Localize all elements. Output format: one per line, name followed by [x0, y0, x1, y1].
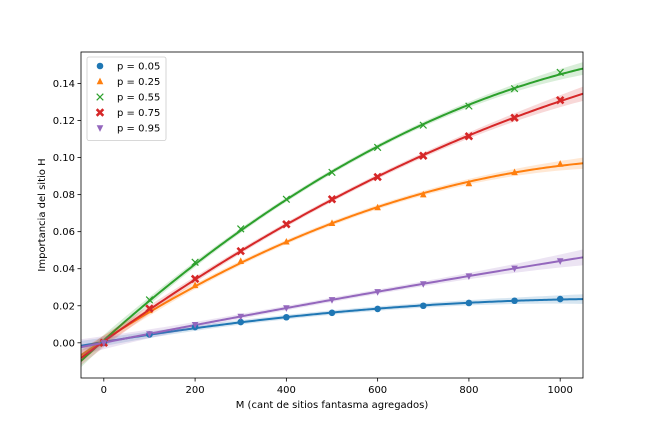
point-series-5 — [100, 340, 108, 347]
point-series-1 — [328, 309, 336, 317]
point-series-4 — [555, 95, 565, 105]
point-series-3 — [328, 168, 336, 177]
y-tick-label: 0.00 — [53, 338, 75, 349]
point-series-4 — [373, 172, 382, 182]
point-series-4 — [510, 113, 519, 122]
x-axis-label: M (cant de sitios fantasma agregados) — [236, 400, 429, 411]
legend: p = 0.05 p = 0.25 p = 0.55 p = 0.75 p = 0.95 — [86, 56, 167, 141]
legend-marker-1 — [96, 62, 104, 70]
legend-label-2: p = 0.25 — [117, 77, 160, 88]
point-series-4 — [419, 151, 428, 160]
point-series-4 — [327, 195, 337, 204]
point-series-2 — [283, 237, 290, 245]
point-series-5 — [237, 313, 245, 321]
x-tick-label: 0 — [101, 385, 107, 396]
point-series-4 — [282, 220, 291, 229]
y-tick-label: 0.08 — [53, 190, 75, 201]
y-tick-label: 0.04 — [53, 264, 75, 275]
x-axis-ticks: 0 200 400 600 800 1000 — [101, 378, 573, 396]
point-series-2 — [419, 190, 427, 198]
point-series-1 — [511, 297, 518, 305]
legend-label-3: p = 0.55 — [117, 93, 160, 104]
point-series-3 — [556, 68, 564, 77]
point-series-3 — [419, 121, 427, 129]
x-tick-label: 200 — [186, 385, 205, 396]
point-series-5 — [191, 321, 199, 329]
point-series-1 — [237, 318, 245, 326]
point-series-1 — [465, 299, 473, 307]
fit-line-2 — [81, 162, 583, 356]
point-series-2 — [556, 160, 564, 167]
point-series-2 — [465, 179, 473, 187]
y-tick-label: 0.06 — [53, 227, 75, 238]
point-series-5 — [328, 297, 336, 304]
point-series-2 — [328, 219, 336, 227]
y-axis-ticks: 0.00 0.02 0.04 0.06 0.08 0.10 0.12 0.14 — [53, 79, 81, 349]
point-series-5 — [556, 258, 564, 265]
plot-frame — [80, 51, 584, 379]
point-series-4 — [236, 246, 245, 256]
point-series-1 — [556, 295, 564, 303]
point-series-5 — [465, 273, 473, 281]
x-tick-label: 1000 — [547, 385, 572, 396]
point-series-5 — [146, 331, 153, 338]
fit-band-5 — [81, 249, 583, 356]
point-series-4 — [190, 274, 200, 284]
point-series-5 — [374, 289, 381, 296]
point-series-1 — [374, 305, 381, 313]
point-series-2 — [191, 281, 199, 289]
x-tick-label: 800 — [459, 385, 478, 396]
point-series-3 — [145, 296, 154, 304]
x-tick-label: 600 — [368, 385, 387, 396]
point-series-3 — [510, 84, 519, 93]
point-series-3 — [465, 102, 473, 110]
point-series-2 — [511, 168, 518, 176]
point-series-3 — [373, 143, 382, 152]
data-markers — [99, 68, 565, 348]
y-tick-label: 0.10 — [53, 153, 75, 164]
legend-label-4: p = 0.75 — [117, 108, 160, 119]
legend-label-1: p = 0.05 — [117, 62, 160, 73]
legend-marker-5 — [96, 125, 104, 132]
point-series-4 — [145, 304, 154, 313]
point-series-1 — [283, 313, 290, 321]
point-series-3 — [191, 258, 199, 266]
legend-label-5: p = 0.95 — [117, 124, 160, 135]
y-tick-label: 0.12 — [53, 116, 75, 127]
point-series-3 — [237, 225, 245, 233]
legend-marker-3 — [96, 93, 104, 101]
legend-box — [86, 56, 167, 141]
x-tick-label: 400 — [277, 385, 296, 396]
point-series-5 — [419, 281, 427, 288]
y-tick-label: 0.14 — [53, 79, 75, 90]
point-series-5 — [283, 305, 290, 312]
legend-marker-4 — [95, 108, 105, 117]
point-series-2 — [237, 257, 245, 265]
legend-marker-2 — [96, 77, 104, 85]
point-series-5 — [511, 265, 518, 273]
point-series-2 — [374, 203, 381, 211]
point-series-4 — [464, 132, 474, 141]
fit-band-4 — [81, 86, 583, 366]
y-axis-label: Importancia del sitio H — [37, 158, 48, 271]
y-tick-label: 0.02 — [53, 301, 75, 312]
point-series-3 — [282, 195, 291, 203]
point-series-1 — [419, 302, 427, 310]
